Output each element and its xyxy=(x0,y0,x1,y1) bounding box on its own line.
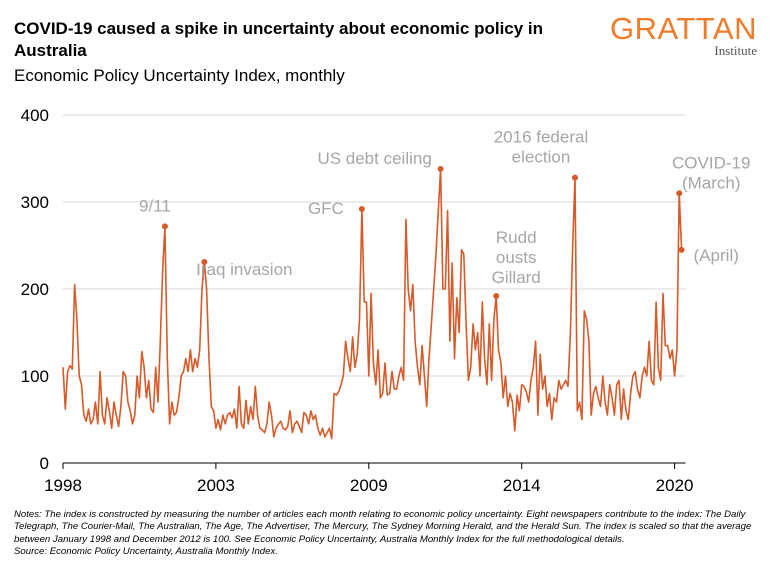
x-tick-label: 1998 xyxy=(44,476,82,495)
annotation-marker xyxy=(571,174,578,181)
x-tick-label: 2009 xyxy=(350,476,388,495)
annotation-label: 2016 federal xyxy=(494,128,589,147)
annotation-label: Gillard xyxy=(492,268,541,287)
annotation-label: ousts xyxy=(496,248,537,267)
annotation-marker xyxy=(358,205,365,212)
chart-subtitle: Economic Policy Uncertainty Index, month… xyxy=(14,66,345,85)
annotation-label: (March) xyxy=(682,173,741,192)
chart-title: COVID-19 caused a spike in uncertainty a… xyxy=(14,19,544,60)
annotation-label: US debt ceiling xyxy=(317,149,431,168)
annotation-label: GFC xyxy=(308,199,344,218)
x-tick-label: 2014 xyxy=(503,476,541,495)
logo-sub: Institute xyxy=(714,43,757,58)
x-tick-label: 2020 xyxy=(656,476,694,495)
logo-name: GRATTAN xyxy=(609,11,757,46)
annotation-label: 9/11 xyxy=(139,196,171,215)
annotation-marker xyxy=(678,246,685,253)
annotation-marker xyxy=(676,190,683,197)
y-tick-label: 400 xyxy=(21,106,49,125)
annotation-marker xyxy=(201,259,208,266)
line-chart: 0 100 200 300 400 1998 2003 2009 2014 2020 9/11 Ira… xyxy=(21,106,751,495)
annotation-marker xyxy=(493,292,500,299)
y-tick-label: 200 xyxy=(21,280,49,299)
annotation-label: Iraq invasion xyxy=(196,260,292,279)
y-tick-label: 0 xyxy=(40,454,49,473)
grattan-logo: GRATTAN Institute xyxy=(609,11,757,58)
notes-text: Notes: The index is constructed by measu… xyxy=(14,509,752,545)
annotation-label: (April) xyxy=(694,246,739,265)
y-tick-label: 100 xyxy=(21,367,49,386)
annotation-label: Rudd xyxy=(496,228,537,247)
annotation-label: election xyxy=(512,148,571,167)
annotation-marker xyxy=(161,223,168,230)
source-text: Source: Economic Policy Uncertainty, Aus… xyxy=(14,545,278,557)
chart-notes: Notes: The index is constructed by measu… xyxy=(14,509,759,558)
x-tick-label: 2003 xyxy=(197,476,235,495)
y-tick-label: 300 xyxy=(21,193,49,212)
index-line xyxy=(62,168,683,440)
annotation-label: COVID-19 xyxy=(672,153,750,172)
annotation-marker xyxy=(437,165,444,172)
